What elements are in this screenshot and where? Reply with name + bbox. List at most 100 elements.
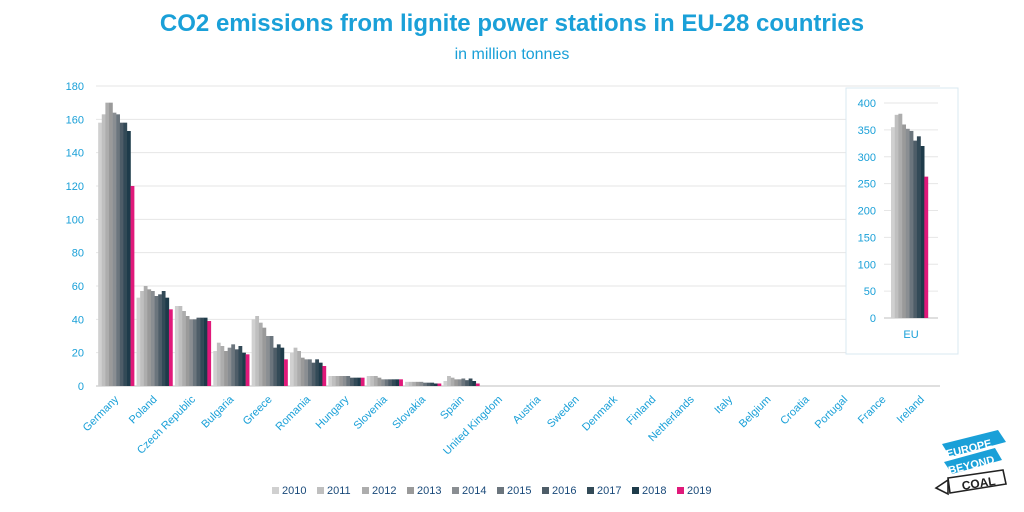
legend-label: 2012 [372, 485, 396, 497]
legend-label: 2011 [327, 485, 351, 497]
eu-panel: 0 50 100 150 200 250 300 350 400 EU [845, 87, 959, 355]
bar-greece-2017 [276, 344, 281, 386]
bar-greece-2010 [251, 319, 256, 386]
legend: 2010 2011 2012 2013 2014 2015 2016 2017 2018 2019 [272, 485, 711, 497]
bar-germany-2019 [130, 186, 135, 386]
logo-coal: COAL [961, 474, 997, 493]
chart-title: CO2 emissions from lignite power station… [159, 10, 865, 37]
bar-slovakia-2011 [408, 381, 413, 386]
main-y-tick-label: 0 [78, 381, 84, 393]
bar-romania-2015 [308, 359, 312, 386]
main-y-tick-label: 60 [72, 281, 84, 293]
x-category-label: Slovenia [352, 393, 391, 432]
bar-eu-2013 [902, 124, 906, 318]
bar-slovakia-2012 [412, 381, 417, 386]
bar-poland-2013 [147, 289, 152, 386]
bar-germany-2016 [119, 122, 124, 387]
legend-swatch [497, 487, 504, 494]
bar-spain-2010 [443, 381, 448, 386]
bar-romania-2019 [322, 366, 327, 386]
bar-bulgaria-2014 [227, 347, 232, 386]
bar-eu-2012 [898, 113, 903, 318]
bar-poland-2015 [154, 296, 159, 386]
bar-czech-republic-2016 [196, 317, 201, 386]
bar-poland-2018 [165, 297, 170, 386]
bar-eu-2011 [894, 114, 899, 318]
bar-bulgaria-2011 [216, 342, 221, 386]
legend-item-2013: 2013 [407, 485, 441, 497]
main-y-tick-label: 140 [66, 148, 84, 160]
legend-swatch [632, 487, 639, 494]
bar-slovakia-2016 [426, 382, 431, 386]
bar-czech-republic-2011 [178, 306, 183, 386]
main-y-tick-label: 180 [66, 81, 84, 93]
legend-label: 2014 [462, 485, 486, 497]
x-category-label: Belgium [737, 394, 774, 431]
bar-spain-2012 [450, 377, 455, 386]
x-category-label: Poland [127, 394, 160, 427]
x-category-label: Spain [438, 394, 466, 422]
bar-romania-2013 [300, 357, 305, 386]
main-y-tick-label: 100 [66, 214, 84, 226]
bar-bulgaria-2017 [238, 346, 243, 386]
eu-y-tick-label: 100 [858, 259, 876, 271]
bar-romania-2014 [304, 359, 309, 386]
bar-poland-2014 [150, 291, 155, 386]
bar-spain-2018 [472, 381, 477, 386]
legend-item-2010: 2010 [272, 485, 306, 497]
x-category-label: Austria [511, 393, 544, 426]
legend-swatch [677, 487, 684, 494]
x-category-label: Croatia [778, 393, 812, 427]
eu-y-tick-label: 400 [858, 98, 876, 110]
bar-eu-2015 [909, 130, 914, 318]
bar-czech-republic-2018 [203, 317, 208, 386]
bar-slovakia-2014 [419, 381, 424, 386]
bar-romania-2012 [297, 351, 301, 386]
eu-y-tick-label: 150 [858, 232, 876, 244]
bar-germany-2014 [112, 112, 117, 387]
bar-eu-2017 [916, 136, 921, 318]
bar-romania-2016 [311, 362, 316, 386]
bar-eu-2016 [913, 140, 918, 318]
bar-bulgaria-2013 [224, 351, 228, 386]
x-category-label: Germany [81, 393, 122, 434]
bar-germany-2011 [101, 114, 106, 386]
bar-slovakia-2015 [423, 382, 427, 386]
bar-slovenia-2015 [384, 379, 389, 386]
main-bars [98, 102, 480, 387]
main-y-tick-label: 160 [66, 114, 84, 126]
bar-greece-2013 [262, 327, 267, 386]
eu-y-tick-label: 350 [858, 125, 876, 137]
x-category-label: Sweden [545, 394, 582, 431]
main-y-tick-label: 120 [66, 181, 84, 193]
bar-romania-2010 [290, 352, 294, 386]
bar-germany-2012 [105, 102, 110, 387]
eu-y-tick-label: 300 [858, 152, 876, 164]
legend-swatch [317, 487, 324, 494]
bar-slovakia-2019 [437, 383, 442, 386]
x-category-label: Bulgaria [199, 393, 237, 431]
bar-slovenia-2012 [373, 376, 378, 386]
legend-swatch [587, 487, 594, 494]
bar-germany-2010 [98, 122, 102, 387]
bar-germany-2015 [116, 114, 120, 386]
bar-slovenia-2016 [388, 379, 393, 386]
bar-czech-republic-2017 [200, 317, 204, 386]
bar-greece-2018 [280, 347, 285, 386]
legend-item-2018: 2018 [632, 485, 666, 497]
bar-spain-2017 [468, 378, 473, 386]
bar-eu-2019 [924, 176, 929, 318]
bar-slovakia-2017 [430, 382, 435, 386]
bar-poland-2012 [143, 286, 148, 386]
bar-spain-2016 [465, 380, 469, 386]
eu-y-tick-label: 0 [870, 313, 876, 325]
legend-item-2015: 2015 [497, 485, 531, 497]
bar-czech-republic-2010 [174, 306, 179, 386]
bar-spain-2019 [475, 383, 480, 386]
bar-hungary-2017 [353, 377, 358, 386]
bar-slovenia-2014 [381, 379, 385, 386]
x-category-label: Italy [712, 393, 735, 416]
bar-poland-2011 [140, 291, 144, 386]
bar-czech-republic-2012 [182, 311, 186, 386]
